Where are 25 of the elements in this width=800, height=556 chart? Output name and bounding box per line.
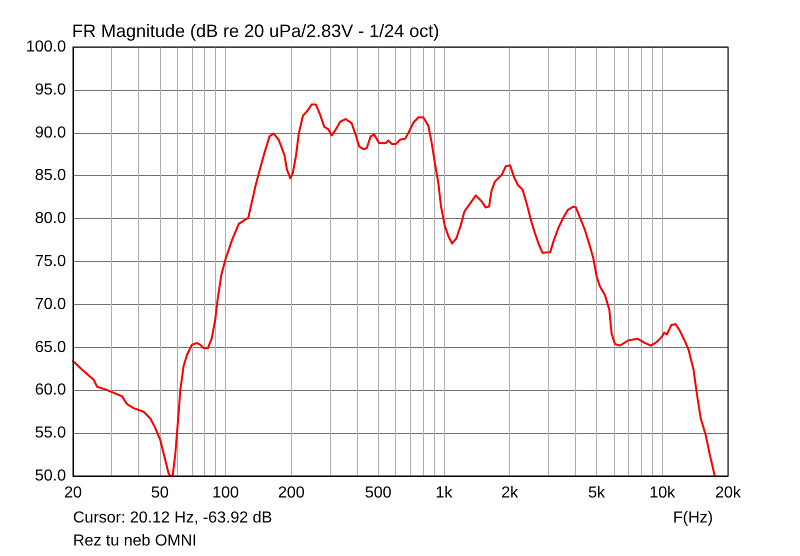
y-tick-label: 55.0 — [34, 424, 66, 442]
x-tick-label: 20 — [64, 484, 82, 502]
x-tick-label: 10k — [649, 484, 676, 502]
x-tick-label: 20k — [715, 484, 742, 502]
x-tick-label: 1k — [435, 484, 454, 502]
y-tick-label: 80.0 — [34, 210, 66, 228]
y-tick-label: 85.0 — [34, 167, 66, 184]
y-tick-label: 100.0 — [26, 38, 66, 56]
text: Cursor: 20.12 Hz, -63.92 dB — [73, 510, 272, 526]
x-axis-title: F(Hz) — [673, 510, 713, 526]
y-tick-label: 95.0 — [34, 81, 66, 98]
text: Rez tu neb OMNI — [73, 532, 197, 550]
x-tick-label: 5k — [588, 484, 606, 502]
y-tick-label: 65.0 — [34, 338, 66, 356]
x-tick-label: 200 — [278, 484, 305, 502]
y-tick-label: 60.0 — [34, 382, 66, 399]
x-tick-label: 50 — [150, 484, 169, 502]
y-tick-label: 90.0 — [34, 124, 66, 142]
x-tick-label: 500 — [364, 484, 392, 502]
x-tick-label: 100 — [212, 484, 240, 502]
y-tick-label: 50.0 — [34, 468, 66, 484]
y-tick-label: 75.0 — [34, 253, 66, 270]
chart-title: FR Magnitude (dB re 20 uPa/2.83V - 1/24 oct) — [72, 21, 440, 41]
y-tick-label: 70.0 — [34, 296, 66, 313]
x-tick-label: 2k — [501, 484, 520, 502]
